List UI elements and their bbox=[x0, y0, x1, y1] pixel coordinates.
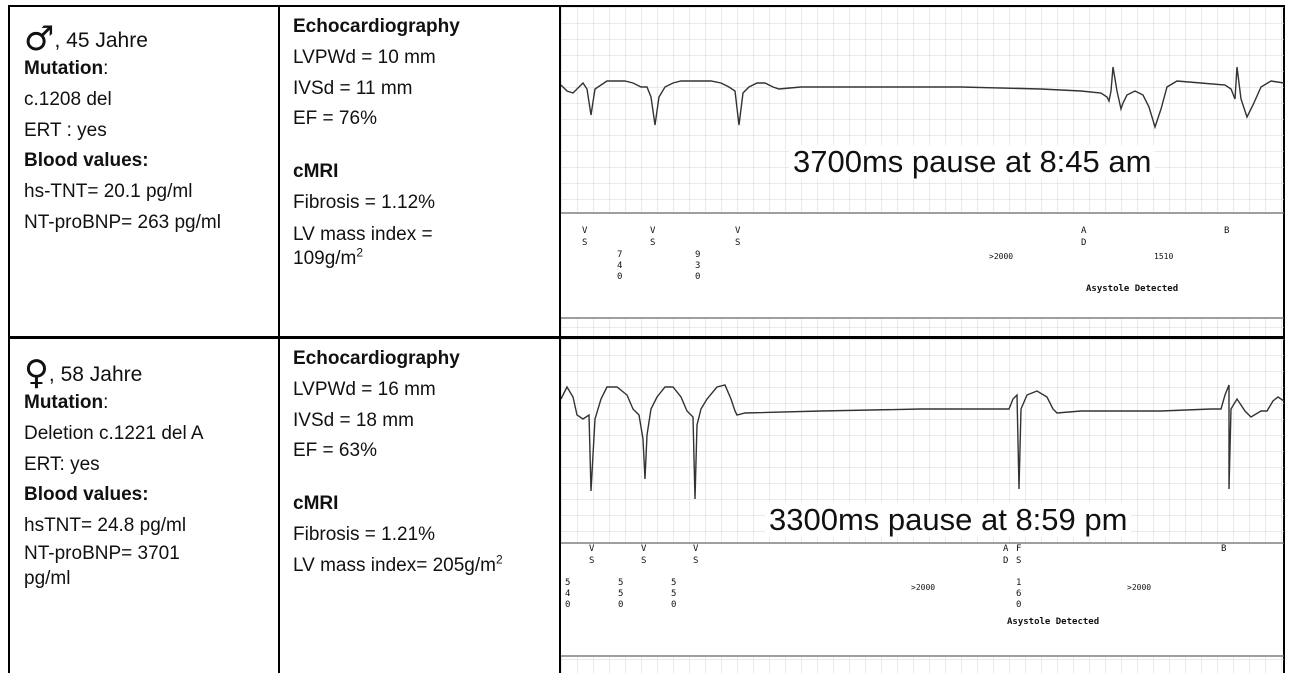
beat-label: S bbox=[1016, 556, 1021, 566]
cmri-title: cMRI bbox=[293, 493, 339, 515]
beat-label: D bbox=[1081, 238, 1086, 248]
interval-digit: 4 bbox=[617, 261, 622, 271]
beat-label: B bbox=[1224, 226, 1229, 236]
fibrosis-value: Fibrosis = 1.12% bbox=[293, 191, 436, 213]
interval-label: 1510 bbox=[1154, 252, 1173, 261]
echo-title: Echocardiography bbox=[293, 348, 460, 369]
interval-label: >2000 bbox=[911, 583, 935, 592]
ert-value: ERT: yes bbox=[24, 453, 100, 475]
asystole-label: Asystole Detected bbox=[1007, 617, 1099, 627]
bnp-value-unit: pg/ml bbox=[24, 567, 71, 589]
beat-label: V bbox=[589, 544, 595, 554]
male-symbol-icon: ♂ bbox=[24, 19, 55, 59]
interval-digit: 9 bbox=[695, 250, 700, 260]
ecg-strip-1: V S V S V S A D B 7 4 0 9 3 0 >2000 1510… bbox=[561, 7, 1284, 336]
tnt-value: hs-TNT= 20.1 pg/ml bbox=[24, 181, 193, 203]
beat-label: S bbox=[735, 238, 740, 248]
ecg-strip-2-svg: V S V S V S A D F S B 5 4 0 5 5 0 5 5 0 … bbox=[561, 339, 1284, 673]
bnp-value: NT-proBNP= 3701 bbox=[24, 542, 180, 564]
female-symbol-icon: ♀ bbox=[24, 353, 49, 393]
mutation-value: c.1208 del bbox=[24, 88, 112, 110]
patient-2-imaging: Echocardiography LVPWd = 16 mm IVSd = 18… bbox=[293, 344, 503, 581]
interval-digit: 0 bbox=[671, 600, 676, 610]
mutation-colon: : bbox=[103, 58, 109, 80]
ef-value: EF = 76% bbox=[293, 108, 377, 130]
column-divider-2 bbox=[559, 5, 561, 673]
beat-label: V bbox=[582, 226, 588, 236]
ecg-grid-bottom bbox=[561, 319, 1284, 336]
ef-value: EF = 63% bbox=[293, 440, 377, 462]
interval-label: >2000 bbox=[989, 252, 1013, 261]
interval-digit: 3 bbox=[695, 261, 700, 271]
interval-digit: 7 bbox=[617, 250, 622, 260]
lvpwd-value: LVPWd = 10 mm bbox=[293, 46, 436, 68]
beat-label: V bbox=[693, 544, 699, 554]
ecg-strip-1-svg: V S V S V S A D B 7 4 0 9 3 0 >2000 1510… bbox=[561, 7, 1284, 336]
lv-mass-line-2: 109g/m bbox=[293, 248, 357, 270]
interval-digit: 0 bbox=[565, 600, 570, 610]
tnt-value: hsTNT= 24.8 pg/ml bbox=[24, 515, 187, 537]
row-divider bbox=[8, 336, 1285, 339]
beat-label: A bbox=[1003, 544, 1009, 554]
interval-digit: 6 bbox=[1016, 589, 1021, 599]
beat-label: S bbox=[641, 556, 646, 566]
pause-label: 3300ms pause at 8:59 pm bbox=[765, 502, 1132, 538]
mutation-colon: : bbox=[103, 392, 109, 414]
lv-mass-value: LV mass index= 205g/m bbox=[293, 554, 496, 576]
pause-label: 3700ms pause at 8:45 am bbox=[789, 144, 1156, 180]
column-divider-1 bbox=[278, 5, 280, 673]
bnp-value: NT-proBNP= 263 pg/ml bbox=[24, 211, 221, 233]
mutation-label: Mutation bbox=[24, 58, 104, 80]
patient-1-age: , 45 Jahre bbox=[54, 29, 148, 52]
interval-digit: 5 bbox=[565, 578, 570, 588]
ecg-grid-bottom bbox=[561, 657, 1284, 673]
beat-label: V bbox=[650, 226, 656, 236]
interval-digit: 0 bbox=[618, 600, 623, 610]
beat-label: D bbox=[1003, 556, 1008, 566]
table-frame bbox=[8, 5, 1285, 673]
lv-mass-line-1: LV mass index = bbox=[293, 223, 433, 245]
beat-label: S bbox=[582, 238, 587, 248]
lv-mass-exponent: 2 bbox=[495, 552, 503, 567]
ecg-strip-2: V S V S V S A D F S B 5 4 0 5 5 0 5 5 0 … bbox=[561, 339, 1284, 673]
interval-digit: 5 bbox=[671, 589, 676, 599]
beat-label: F bbox=[1016, 544, 1021, 554]
beat-label: S bbox=[693, 556, 698, 566]
patient-2-info: ♀, 58 Jahre Mutation: Deletion c.1221 de… bbox=[24, 356, 204, 591]
ecg-trace bbox=[561, 384, 1284, 500]
interval-digit: 5 bbox=[618, 589, 623, 599]
beat-label: S bbox=[589, 556, 594, 566]
lvpwd-value: LVPWd = 16 mm bbox=[293, 378, 436, 400]
patient-1-imaging: Echocardiography LVPWd = 10 mm IVSd = 11… bbox=[293, 12, 460, 272]
interval-digit: 0 bbox=[617, 272, 622, 282]
beat-label: B bbox=[1221, 544, 1226, 554]
mutation-value: Deletion c.1221 del A bbox=[24, 422, 204, 444]
cmri-title: cMRI bbox=[293, 161, 339, 183]
ivsd-value: IVSd = 11 mm bbox=[293, 77, 413, 99]
ert-value: ERT : yes bbox=[24, 119, 107, 141]
beat-label: S bbox=[650, 238, 655, 248]
echo-title: Echocardiography bbox=[293, 16, 460, 37]
interval-digit: 5 bbox=[671, 578, 676, 588]
interval-digit: 0 bbox=[695, 272, 700, 282]
ecg-trace bbox=[561, 66, 1284, 130]
blood-values-label: Blood values: bbox=[24, 150, 149, 172]
interval-label: >2000 bbox=[1127, 583, 1151, 592]
interval-digit: 1 bbox=[1016, 578, 1021, 588]
beat-label: V bbox=[735, 226, 741, 236]
ecg-grid bbox=[561, 7, 1284, 212]
interval-digit: 0 bbox=[1016, 600, 1021, 610]
mutation-label: Mutation bbox=[24, 392, 104, 414]
lv-mass-exponent: 2 bbox=[356, 245, 364, 260]
fibrosis-value: Fibrosis = 1.21% bbox=[293, 523, 436, 545]
interval-digit: 5 bbox=[618, 578, 623, 588]
blood-values-label: Blood values: bbox=[24, 484, 149, 506]
interval-digit: 4 bbox=[565, 589, 570, 599]
patient-2-age: , 58 Jahre bbox=[48, 363, 143, 386]
beat-label: V bbox=[641, 544, 647, 554]
beat-label: A bbox=[1081, 226, 1087, 236]
asystole-label: Asystole Detected bbox=[1086, 284, 1178, 294]
ivsd-value: IVSd = 18 mm bbox=[293, 409, 414, 431]
patient-1-info: ♂, 45 Jahre Mutation: c.1208 del ERT : y… bbox=[24, 22, 221, 239]
